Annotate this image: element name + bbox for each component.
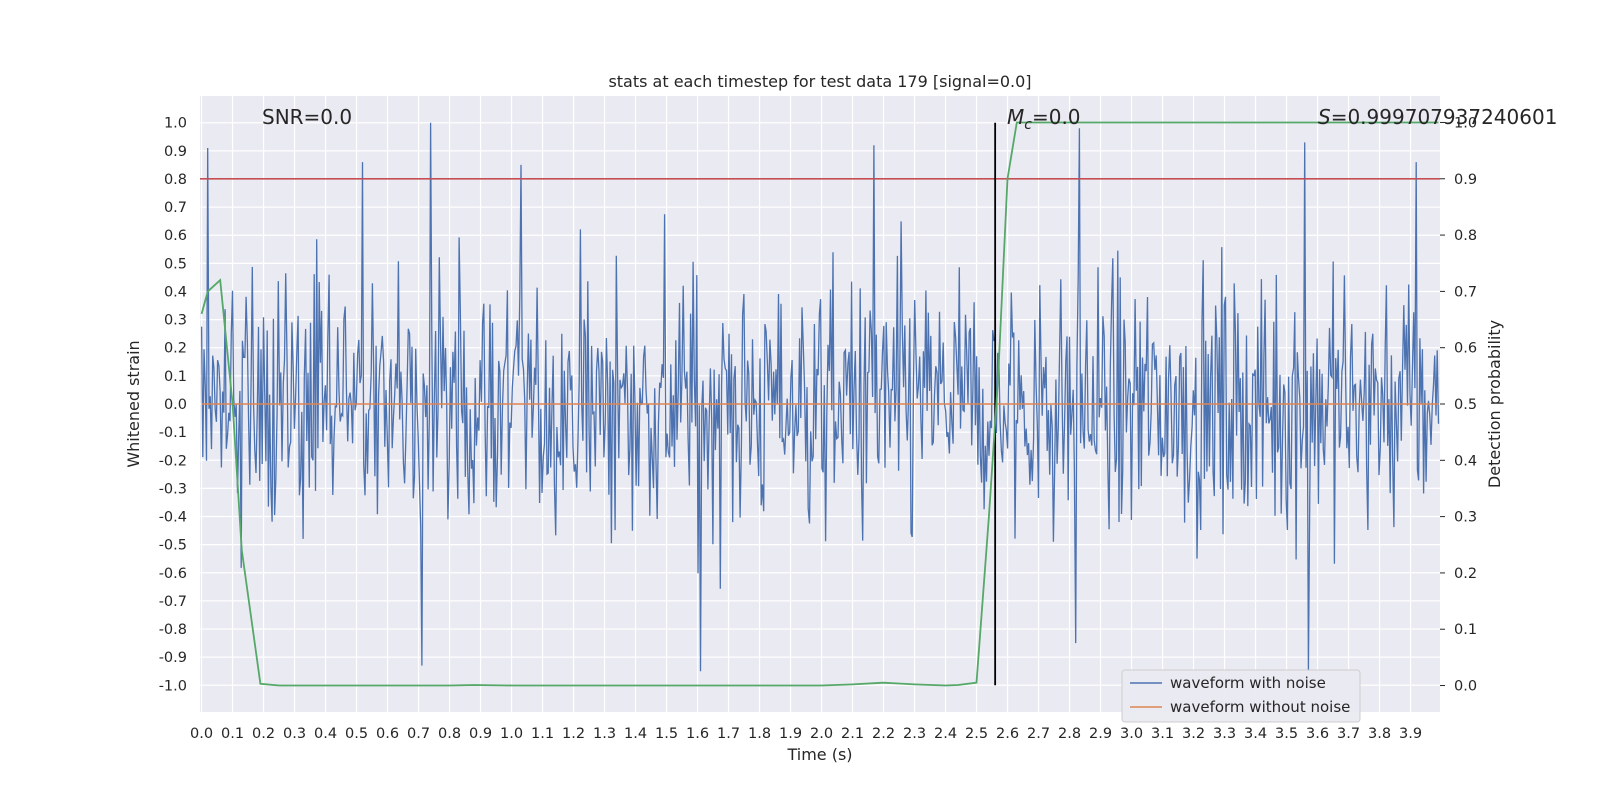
annotation-s-symbol: S <box>1318 105 1331 129</box>
x-tick-label: 0.3 <box>283 726 306 742</box>
x-tick-label: 1.1 <box>531 726 554 742</box>
x-tick-label: 0.6 <box>376 726 399 742</box>
y-tick-label: -0.5 <box>159 538 187 554</box>
x-tick-label: 0.4 <box>314 726 337 742</box>
y-tick-label: 0.0 <box>164 397 187 413</box>
x-tick-label: 3.6 <box>1306 726 1329 742</box>
x-tick-label: 2.6 <box>996 726 1019 742</box>
y2-tick-label: 0.6 <box>1454 341 1477 357</box>
x-tick-label: 3.5 <box>1275 726 1298 742</box>
y-tick-label: -0.1 <box>159 425 187 441</box>
y2-tick-label: 0.4 <box>1454 453 1477 469</box>
legend-box <box>1121 669 1361 723</box>
x-tick-label: 2.7 <box>1027 726 1050 742</box>
series-waveform-with-noise <box>200 122 1440 672</box>
x-tick-label: 2.9 <box>1089 726 1112 742</box>
x-tick-label: 1.4 <box>624 726 647 742</box>
y2-tick-label: 0.0 <box>1454 679 1477 695</box>
y-tick-label: -0.8 <box>159 622 187 638</box>
x-tick-label: 0.0 <box>190 726 213 742</box>
x-tick-label: 0.7 <box>407 726 430 742</box>
x-tick-label: 1.8 <box>748 726 771 742</box>
annotation-mc-subscript: c <box>1024 117 1032 133</box>
y-axis-label: Whitened strain <box>124 340 143 467</box>
legend-label-waveform-without-noise: waveform without noise <box>1170 698 1350 716</box>
x-tick-label: 3.1 <box>1151 726 1174 742</box>
y-tick-label: -0.7 <box>159 594 187 610</box>
x-tick-label: 2.0 <box>810 726 833 742</box>
y2-tick-label: 0.8 <box>1454 228 1477 244</box>
y-tick-label: 0.7 <box>164 200 187 216</box>
x-axis-ticks: 0.0 0.1 0.2 0.3 0.4 0.5 0.6 0.7 0.8 0.9 1.0 1.1 1.2 1… <box>190 726 1422 742</box>
x-tick-label: 2.2 <box>872 726 895 742</box>
x-tick-label: 3.7 <box>1337 726 1360 742</box>
y-tick-label: -0.3 <box>159 481 187 497</box>
x-tick-label: 1.0 <box>500 726 523 742</box>
x-tick-label: 2.1 <box>841 726 864 742</box>
x-tick-label: 3.0 <box>1120 726 1143 742</box>
x-tick-label: 2.3 <box>903 726 926 742</box>
annotation-s-value: =0.999707937240601 <box>1331 105 1558 129</box>
x-tick-label: 3.9 <box>1399 726 1422 742</box>
y-tick-label: 0.6 <box>164 228 187 244</box>
x-tick-label: 0.8 <box>438 726 461 742</box>
y-tick-label: 1.0 <box>164 116 187 132</box>
chart-title: stats at each timestep for test data 179… <box>608 72 1031 91</box>
y2-tick-label: 0.9 <box>1454 172 1477 188</box>
x-tick-label: 1.5 <box>655 726 678 742</box>
y2-axis-label: Detection probability <box>1485 320 1504 488</box>
annotation-mc: Mc=0.0 <box>1007 105 1081 133</box>
x-tick-label: 0.1 <box>221 726 244 742</box>
y-axis-right-ticks: 1.0 0.9 0.8 0.7 0.6 0.5 0.4 0.3 0.2 0.1 0.0 <box>1440 115 1477 695</box>
y2-tick-label: 1.0 <box>1454 115 1477 131</box>
annotation-mc-symbol: M <box>1007 105 1024 129</box>
overlay-lines <box>200 121 1440 687</box>
x-tick-label: 2.4 <box>934 726 957 742</box>
x-tick-label: 1.7 <box>717 726 740 742</box>
x-tick-label: 2.8 <box>1058 726 1081 742</box>
y-tick-label: 0.5 <box>164 256 187 272</box>
y2-tick-label: 0.7 <box>1454 284 1477 300</box>
annotation-mc-value: =0.0 <box>1032 105 1081 129</box>
y-tick-label: 0.3 <box>164 313 187 329</box>
legend: waveform with noise waveform without noi… <box>1121 669 1361 723</box>
y-tick-label: -1.0 <box>159 678 187 694</box>
y-tick-label: -0.9 <box>159 650 187 666</box>
y2-tick-label: 0.5 <box>1454 397 1477 413</box>
x-tick-label: 2.5 <box>965 726 988 742</box>
y-tick-label: -0.6 <box>159 566 187 582</box>
y-tick-label: -0.4 <box>159 510 187 526</box>
x-tick-label: 3.8 <box>1368 726 1391 742</box>
y-tick-label: 0.9 <box>164 144 187 160</box>
x-tick-label: 0.5 <box>345 726 368 742</box>
x-tick-label: 0.2 <box>252 726 275 742</box>
y2-tick-label: 0.3 <box>1454 510 1477 526</box>
y2-tick-label: 0.2 <box>1454 566 1477 582</box>
x-tick-label: 3.2 <box>1182 726 1205 742</box>
y-tick-label: 0.8 <box>164 172 187 188</box>
y-tick-label: 0.4 <box>164 284 187 300</box>
x-tick-label: 1.2 <box>562 726 585 742</box>
y-axis-left-ticks: 1.0 0.9 0.8 0.7 0.6 0.5 0.4 0.3 0.2 0.1 0.0 -0.1 -0.… <box>159 116 187 695</box>
x-tick-label: 0.9 <box>469 726 492 742</box>
x-tick-label: 3.3 <box>1213 726 1236 742</box>
x-tick-label: 1.6 <box>686 726 709 742</box>
y2-tick-label: 0.1 <box>1454 622 1477 638</box>
legend-label-waveform-with-noise: waveform with noise <box>1170 674 1326 692</box>
y-tick-label: 0.2 <box>164 341 187 357</box>
x-tick-label: 1.9 <box>779 726 802 742</box>
annotation-s: S=0.999707937240601 <box>1318 105 1557 129</box>
annotation-snr: SNR=0.0 <box>262 105 352 129</box>
detection-probability-line <box>200 121 1439 687</box>
waveform-with-noise-line <box>200 122 1440 672</box>
x-tick-label: 3.4 <box>1244 726 1267 742</box>
x-axis-label: Time (s) <box>786 745 852 764</box>
y-tick-label: -0.2 <box>159 453 187 469</box>
y-tick-label: 0.1 <box>164 369 187 385</box>
x-tick-label: 1.3 <box>593 726 616 742</box>
